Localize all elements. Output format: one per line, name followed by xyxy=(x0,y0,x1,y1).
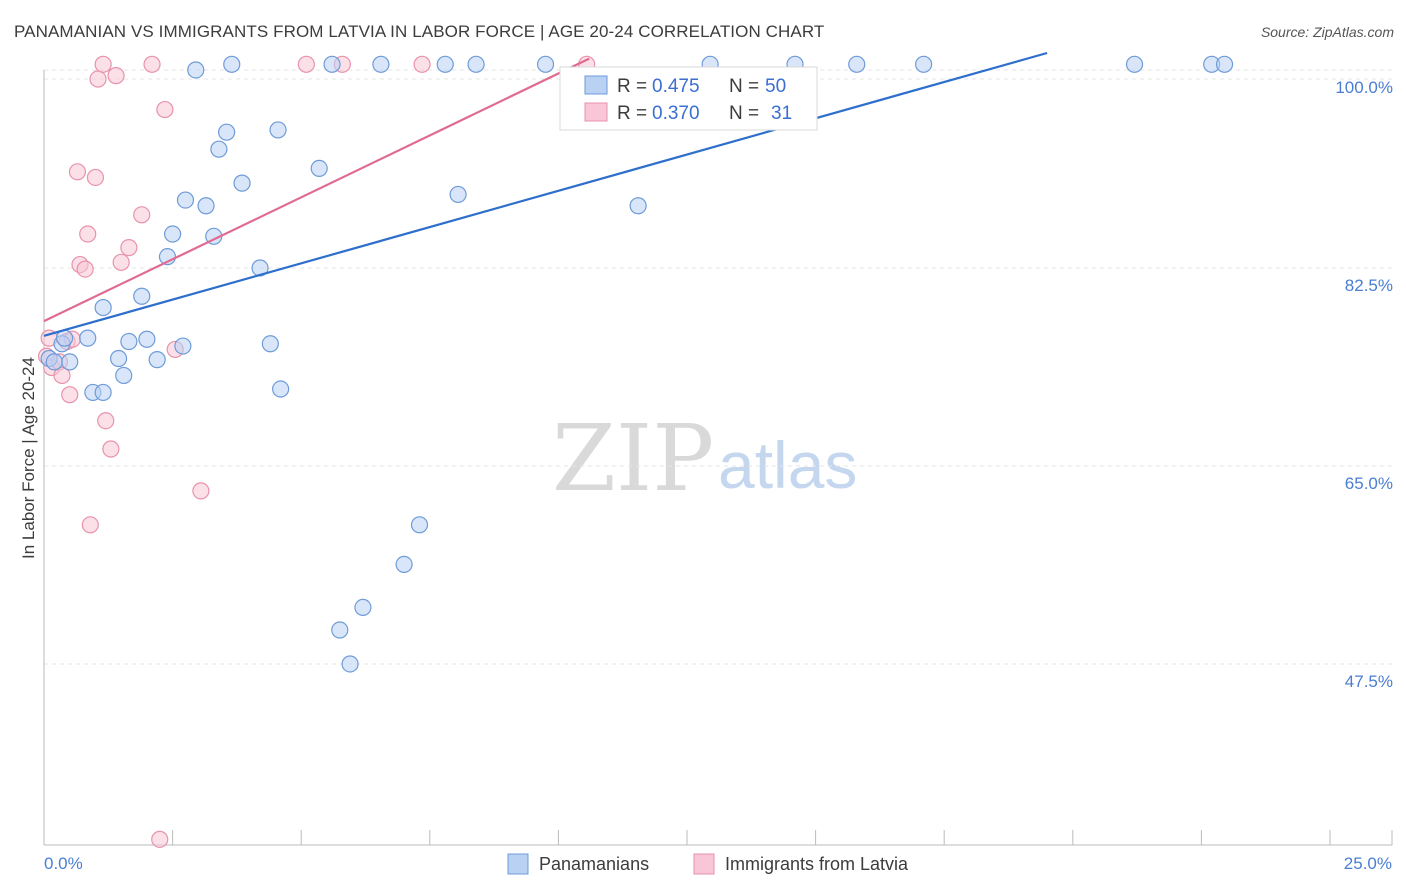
watermark-atlas: atlas xyxy=(718,428,857,502)
trend-line-panamanians xyxy=(43,51,1048,337)
stats-legend-swatch-panamanians xyxy=(584,75,608,95)
latvia-point xyxy=(120,239,138,257)
chart-title: PANAMANIAN VS IMMIGRANTS FROM LATVIA IN … xyxy=(14,22,825,41)
panamanians-point xyxy=(310,159,328,178)
panamanians-point xyxy=(341,655,359,673)
panamanians-point xyxy=(133,287,151,305)
y-tick-label: 82.5% xyxy=(1345,276,1393,295)
panamanians-point xyxy=(233,174,251,192)
latvia-point xyxy=(192,482,210,500)
panamanians-point xyxy=(269,121,287,139)
latvia-point xyxy=(112,253,130,271)
stats-r-label-2: R = xyxy=(617,103,647,124)
legend-swatch-panamanians xyxy=(507,853,529,875)
latvia-point xyxy=(81,516,99,534)
panamanians-point xyxy=(148,351,166,369)
latvia-point xyxy=(97,412,115,430)
panamanians-point xyxy=(1215,55,1234,73)
watermark-zip: ZIP xyxy=(552,405,714,512)
y-tick-label: 65.0% xyxy=(1345,474,1393,493)
panamanians-point xyxy=(331,621,349,639)
trend-line-latvia xyxy=(43,57,590,323)
legend-label-latvia: Immigrants from Latvia xyxy=(725,854,909,874)
legend-label-panamanians: Panamanians xyxy=(539,854,649,874)
stats-n-label-1: N = xyxy=(729,76,759,97)
axes xyxy=(43,70,1392,846)
panamanians-point xyxy=(94,298,112,317)
x-tick-label-max: 25.0% xyxy=(1344,854,1392,873)
panamanians-point xyxy=(410,516,429,534)
source-label: Source: ZipAtlas.com xyxy=(1260,24,1394,40)
x-tick-marks xyxy=(43,830,1393,845)
latvia-point xyxy=(143,55,161,73)
panamanians-point xyxy=(915,55,933,73)
latvia-point xyxy=(413,55,431,73)
panamanians-point xyxy=(176,191,195,209)
gridlines xyxy=(44,69,1392,665)
panamanians-point xyxy=(629,197,647,215)
panamanians-point xyxy=(436,55,454,73)
panamanians-point xyxy=(174,337,192,355)
panamanians-point xyxy=(187,61,205,79)
panamanians-point xyxy=(848,55,866,73)
stats-r-value-1: 0.475 xyxy=(652,76,700,97)
latvia-point xyxy=(102,440,120,458)
panamanians-point xyxy=(395,555,413,574)
y-tick-label: 100.0% xyxy=(1335,78,1393,97)
stats-r-value-2: 0.370 xyxy=(652,103,700,124)
latvia-point xyxy=(94,55,112,73)
panamanians-point xyxy=(449,185,467,204)
panamanians-point xyxy=(261,335,279,353)
latvia-point xyxy=(68,163,87,181)
panamanians-point xyxy=(210,140,228,158)
bottom-legend: Panamanians Immigrants from Latvia xyxy=(507,853,909,875)
latvia-point xyxy=(86,168,105,187)
panamanians-point xyxy=(138,330,156,348)
y-tick-label: 47.5% xyxy=(1345,672,1393,691)
panamanians-point xyxy=(61,353,79,371)
panamanians-point xyxy=(164,225,182,243)
panamanians-point xyxy=(223,55,241,73)
latvia-point xyxy=(133,206,151,224)
latvia-point xyxy=(61,386,79,404)
series-panamanians-points xyxy=(40,55,1234,673)
panamanians-point xyxy=(354,598,372,617)
latvia-point xyxy=(79,225,97,243)
panamanians-point xyxy=(120,332,138,351)
panamanians-point xyxy=(323,55,341,73)
latvia-point xyxy=(107,67,125,85)
stats-legend: R = 0.475 N = 50 R = 0.370 N = 31 xyxy=(559,66,818,131)
x-tick-label-min: 0.0% xyxy=(44,854,83,873)
panamanians-point xyxy=(79,329,97,347)
panamanians-point xyxy=(467,55,485,73)
stats-n-label-2: N = xyxy=(729,103,759,124)
panamanians-point xyxy=(197,197,215,215)
latvia-point xyxy=(53,366,71,385)
stats-r-label-1: R = xyxy=(617,76,647,97)
stats-legend-swatch-latvia xyxy=(584,102,608,122)
legend-swatch-latvia xyxy=(693,853,715,875)
panamanians-point xyxy=(45,353,63,371)
panamanians-point xyxy=(218,123,236,141)
stats-n-value-2: 31 xyxy=(771,103,792,124)
y-tick-labels: 47.5% 65.0% 82.5% 100.0% xyxy=(1335,78,1393,691)
panamanians-point xyxy=(372,55,390,73)
panamanians-point xyxy=(1125,55,1144,73)
latvia-point xyxy=(156,100,174,119)
panamanians-point xyxy=(109,349,128,368)
trend-lines xyxy=(43,51,1048,337)
y-axis-label: In Labor Force | Age 20-24 xyxy=(19,357,38,559)
latvia-point xyxy=(89,70,107,88)
latvia-point xyxy=(76,260,94,278)
panamanians-point xyxy=(94,383,112,402)
latvia-point xyxy=(151,830,169,848)
panamanians-point xyxy=(115,366,133,385)
panamanians-point xyxy=(272,380,290,398)
stats-n-value-1: 50 xyxy=(765,76,786,97)
panamanians-point xyxy=(536,55,555,73)
latvia-point xyxy=(297,55,315,73)
